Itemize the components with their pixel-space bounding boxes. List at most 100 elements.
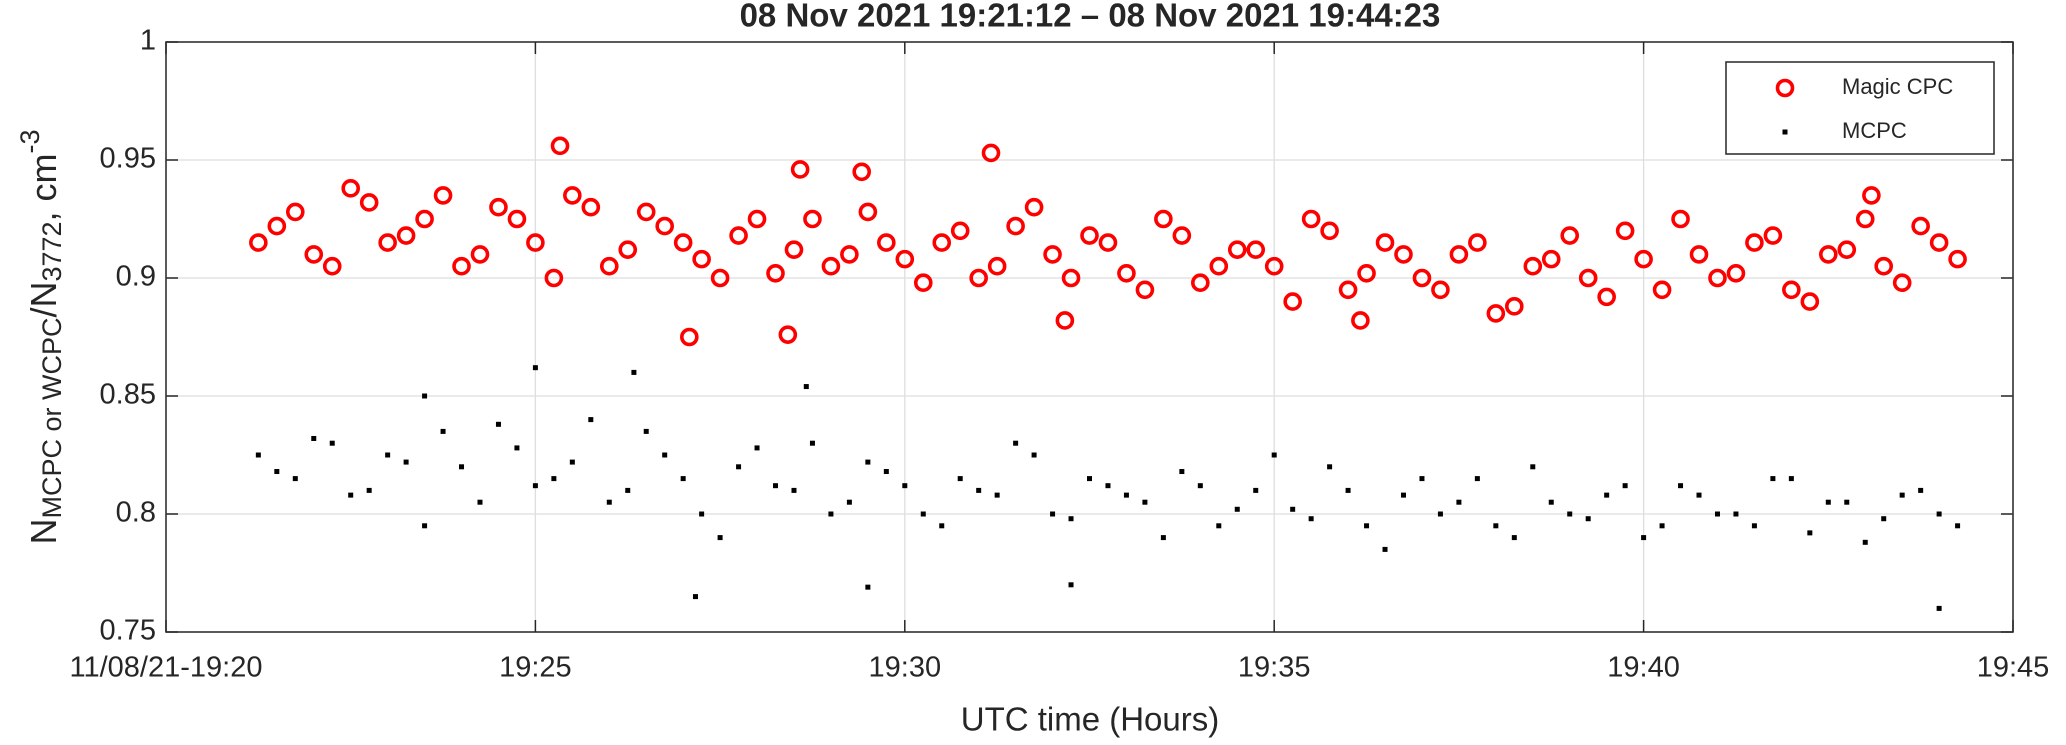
data-point bbox=[267, 216, 287, 236]
data-point bbox=[532, 365, 538, 371]
data-point bbox=[773, 483, 779, 489]
data-point bbox=[895, 249, 915, 269]
data-point bbox=[433, 186, 453, 205]
data-point bbox=[1929, 233, 1949, 252]
data-point bbox=[1855, 209, 1875, 229]
data-point bbox=[1782, 280, 1801, 300]
x-axis-label: UTC time (Hours) bbox=[961, 701, 1220, 738]
data-point bbox=[1364, 523, 1370, 529]
data-point bbox=[1881, 516, 1887, 522]
legend-swatch bbox=[1775, 78, 1795, 98]
data-point bbox=[766, 263, 785, 283]
data-point bbox=[550, 136, 570, 156]
data-point bbox=[1227, 240, 1247, 259]
data-point bbox=[883, 469, 889, 475]
data-point bbox=[581, 197, 601, 217]
data-point bbox=[1006, 216, 1025, 236]
data-point bbox=[1191, 273, 1210, 293]
data-point bbox=[865, 584, 871, 590]
data-point bbox=[1290, 506, 1296, 512]
data-point bbox=[1468, 233, 1487, 252]
y-label-part: 3772 bbox=[37, 221, 67, 281]
data-point bbox=[1541, 249, 1561, 269]
data-point bbox=[422, 393, 428, 399]
data-point bbox=[1800, 292, 1820, 311]
x-tick-label: 19:45 bbox=[1977, 652, 2050, 684]
data-point bbox=[1117, 263, 1136, 283]
data-point bbox=[1622, 483, 1628, 489]
data-point bbox=[1375, 233, 1395, 252]
data-point bbox=[1763, 226, 1783, 245]
data-point bbox=[1283, 292, 1302, 311]
data-point bbox=[636, 202, 656, 222]
data-point bbox=[1400, 492, 1406, 498]
data-point bbox=[403, 459, 409, 465]
data-point bbox=[544, 268, 564, 288]
data-point bbox=[1160, 535, 1166, 541]
data-point bbox=[1689, 245, 1709, 264]
data-point bbox=[1560, 226, 1580, 245]
data-point bbox=[754, 445, 760, 451]
data-point bbox=[1061, 268, 1081, 288]
data-point bbox=[803, 384, 809, 390]
data-point bbox=[1486, 304, 1506, 323]
data-point bbox=[692, 249, 711, 269]
y-label-part: -3 bbox=[15, 129, 45, 153]
data-point bbox=[1345, 487, 1351, 493]
data-point bbox=[1493, 523, 1499, 529]
data-point bbox=[680, 476, 686, 482]
data-point bbox=[1659, 523, 1665, 529]
data-point bbox=[359, 193, 379, 212]
x-tick-label: 19:30 bbox=[869, 652, 942, 684]
data-point bbox=[1936, 605, 1942, 611]
data-point bbox=[1585, 516, 1591, 522]
data-point bbox=[920, 511, 926, 517]
data-point bbox=[1726, 263, 1746, 283]
data-point bbox=[913, 273, 933, 293]
data-point bbox=[285, 202, 305, 222]
data-point bbox=[1671, 209, 1690, 229]
data-point bbox=[304, 245, 324, 264]
data-point bbox=[1098, 233, 1118, 252]
data-point bbox=[1604, 492, 1610, 498]
data-point bbox=[631, 369, 637, 375]
data-point bbox=[495, 421, 501, 427]
data-point bbox=[1696, 492, 1702, 498]
data-point bbox=[1955, 523, 1961, 529]
data-point bbox=[1320, 221, 1339, 241]
data-point bbox=[1031, 452, 1037, 458]
data-point bbox=[329, 440, 335, 446]
data-point bbox=[378, 233, 397, 252]
data-point bbox=[274, 469, 280, 475]
data-point bbox=[736, 464, 742, 470]
data-point bbox=[1770, 476, 1776, 482]
data-point bbox=[840, 245, 859, 264]
data-point bbox=[778, 325, 798, 344]
data-point bbox=[950, 221, 970, 241]
data-point bbox=[976, 487, 982, 493]
data-point bbox=[348, 492, 354, 498]
data-point bbox=[532, 483, 538, 489]
data-point bbox=[1936, 511, 1942, 517]
data-point bbox=[1751, 523, 1757, 529]
data-point bbox=[311, 435, 317, 441]
data-point bbox=[969, 268, 988, 288]
y-axis-label: NMCPC or WCPC/N3772, cm-3 bbox=[15, 129, 67, 544]
data-point bbox=[422, 523, 428, 529]
data-point bbox=[865, 459, 871, 465]
data-point bbox=[440, 428, 446, 434]
data-point bbox=[1431, 280, 1450, 300]
data-point bbox=[1874, 256, 1894, 276]
data-point bbox=[821, 256, 841, 276]
data-point bbox=[1246, 240, 1266, 259]
data-point bbox=[599, 256, 619, 276]
legend-label: MCPC bbox=[1842, 118, 1907, 143]
data-point bbox=[1055, 311, 1075, 330]
data-point bbox=[809, 440, 815, 446]
data-point bbox=[1825, 499, 1831, 505]
data-point bbox=[385, 452, 391, 458]
data-point bbox=[1733, 511, 1739, 517]
data-point bbox=[1253, 487, 1259, 493]
x-tick-label: 11/08/21-19:20 bbox=[70, 652, 263, 684]
